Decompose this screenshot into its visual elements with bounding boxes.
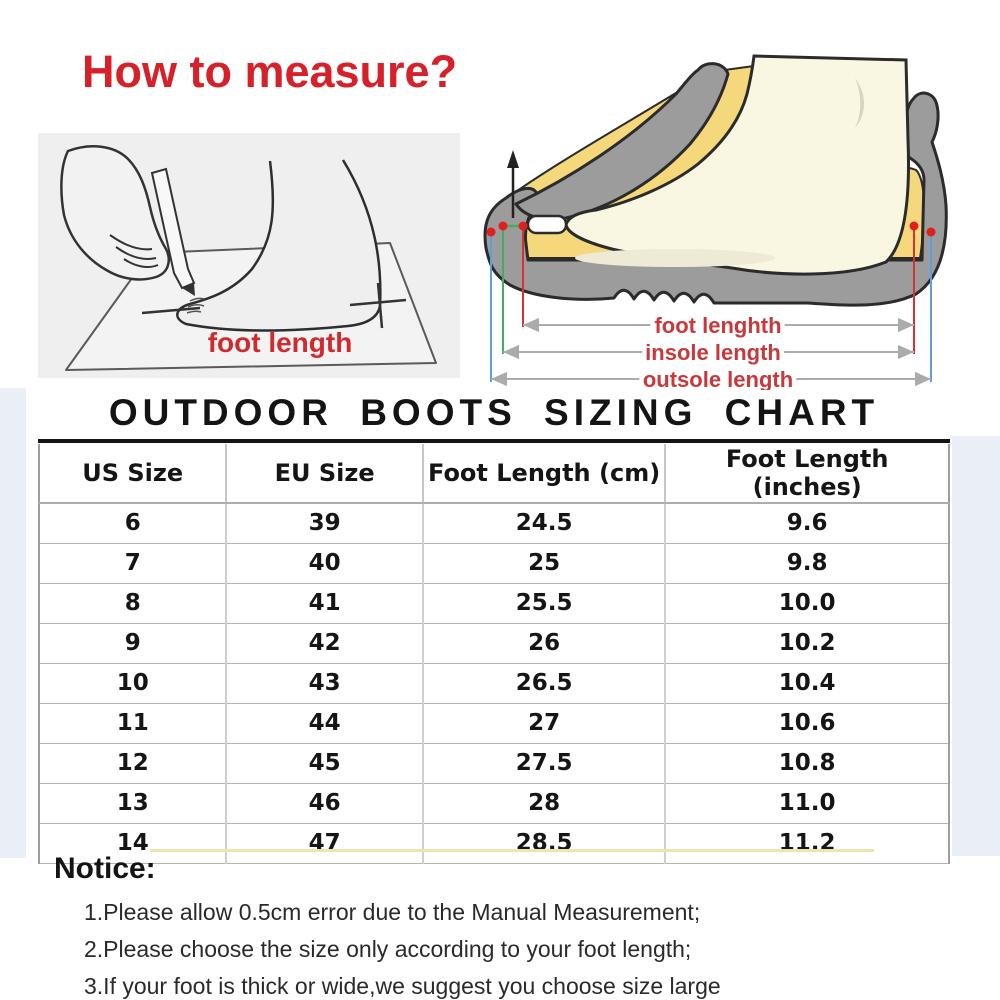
- table-cell: 28.5: [422, 823, 667, 864]
- table-row: 14 47 28.5 11.2: [39, 823, 949, 864]
- table-cell: 42: [226, 623, 424, 664]
- foot-in-boot: [564, 54, 911, 276]
- table-cell: 27.5: [422, 743, 667, 784]
- boot-section-diagram: foot lenghth insole length outsole lengt…: [470, 18, 980, 397]
- table-cell: 10.4: [665, 663, 949, 704]
- outsole-length-diagram-label: outsole length: [643, 367, 793, 390]
- notice-item: 3.If your foot is thick or wide,we sugge…: [84, 973, 721, 999]
- column-header-us-size: US Size: [39, 444, 228, 504]
- table-cell: 9.8: [665, 543, 949, 584]
- table-cell: 11.2: [665, 823, 949, 864]
- column-header-foot-length-inches: Foot Length (inches): [665, 444, 949, 504]
- notice-section: Notice: 1.Please allow 0.5cm error due t…: [54, 852, 954, 1000]
- table-cell: 9: [39, 623, 228, 664]
- table-cell: 45: [226, 743, 424, 784]
- insole-length-diagram-label: insole length: [645, 340, 781, 365]
- table-cell: 46: [226, 783, 424, 824]
- table-cell: 28: [422, 783, 667, 824]
- boot-diagram-drawing: foot lenghth insole length outsole lengt…: [483, 54, 948, 397]
- table-cell: 10.8: [665, 743, 949, 784]
- table-row: 7 40 25 9.8: [39, 543, 949, 584]
- table-cell: 10.6: [665, 703, 949, 744]
- table-bottom-highlight: [150, 849, 874, 852]
- table-cell: 25.5: [422, 583, 667, 624]
- table-cell: 8: [39, 583, 228, 624]
- hand-fingers: [109, 234, 159, 268]
- table-cell: 26: [422, 623, 667, 664]
- table-row: 9 42 26 10.2: [39, 623, 949, 664]
- big-toe: [526, 214, 568, 235]
- left-margin-strip: [0, 388, 26, 858]
- foot-measure-illustration: foot length: [38, 133, 460, 378]
- notice-title: Notice:: [54, 852, 156, 885]
- table-cell: 40: [226, 543, 424, 584]
- foot-fill: [177, 160, 381, 331]
- notice-list: 1.Please allow 0.5cm error due to the Ma…: [54, 894, 954, 1000]
- table-cell: 44: [226, 703, 424, 744]
- table-cell: 11: [39, 703, 228, 744]
- table-cell: 9.6: [665, 503, 949, 544]
- up-arrow-head: [507, 150, 519, 168]
- measure-dot: [498, 221, 508, 231]
- table-row: 8 41 25.5 10.0: [39, 583, 949, 624]
- notice-item: 2.Please choose the size only according …: [84, 936, 692, 962]
- measure-dot: [926, 227, 936, 237]
- foot-sole-shading: [575, 249, 775, 267]
- table-cell: 6: [39, 503, 228, 544]
- pen-tip: [182, 283, 195, 296]
- table-row: 13 46 28 11.0: [39, 783, 949, 824]
- how-to-measure-title: How to measure?: [82, 46, 458, 97]
- table-row: 6 39 24.5 9.6: [39, 503, 949, 544]
- table-cell: 12: [39, 743, 228, 784]
- ankle-shading-crescent: [855, 78, 864, 128]
- sizing-chart-title: OUTDOOR BOOTS SIZING CHART: [38, 392, 950, 443]
- table-cell: 10.0: [665, 583, 949, 624]
- table-row: 10 43 26.5 10.4: [39, 663, 949, 704]
- table-cell: 10: [39, 663, 228, 704]
- right-margin-strip: [952, 436, 1000, 856]
- toe-marks: [186, 297, 205, 314]
- measure-tick-marks: [141, 282, 407, 329]
- hand: [60, 145, 170, 281]
- table-row: 12 45 27.5 10.8: [39, 743, 949, 784]
- table-cell: 7: [39, 543, 228, 584]
- table-cell: 43: [226, 663, 424, 704]
- table-header-row: US Size EU Size Foot Length (cm) Foot Le…: [39, 444, 949, 504]
- measure-dot: [909, 221, 919, 231]
- table-cell: 10.2: [665, 623, 949, 664]
- foot-outline: [176, 159, 382, 332]
- column-header-foot-length-cm: Foot Length (cm): [422, 444, 667, 504]
- table-cell: 24.5: [422, 503, 667, 544]
- table-cell: 25: [422, 543, 667, 584]
- foot-length-diagram-label: foot lenghth: [654, 313, 781, 338]
- notice-item: 1.Please allow 0.5cm error due to the Ma…: [84, 899, 701, 925]
- column-header-eu-size: EU Size: [226, 444, 424, 504]
- measure-dot: [486, 227, 496, 237]
- table-cell: 39: [226, 503, 424, 544]
- foot-length-label: foot length: [207, 327, 353, 358]
- table-row: 11 44 27 10.6: [39, 703, 949, 744]
- table-cell: 11.0: [665, 783, 949, 824]
- foot-measure-drawing: [60, 145, 437, 371]
- measure-dot: [518, 221, 528, 231]
- table-cell: 13: [39, 783, 228, 824]
- table-cell: 27: [422, 703, 667, 744]
- sizing-table: US Size EU Size Foot Length (cm) Foot Le…: [38, 444, 950, 864]
- table-cell: 14: [39, 823, 228, 864]
- table-cell: 26.5: [422, 663, 667, 704]
- table-cell: 41: [226, 583, 424, 624]
- table-cell: 47: [226, 823, 424, 864]
